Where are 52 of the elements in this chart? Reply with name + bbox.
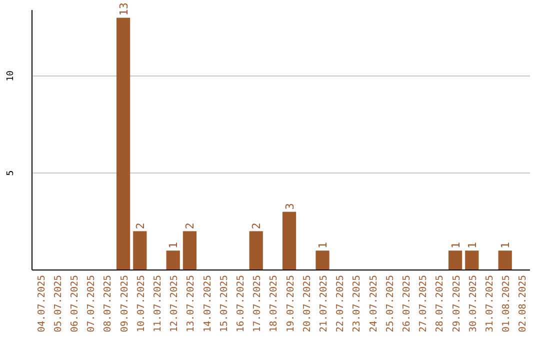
x-tick-label: 29.07.2025 — [451, 275, 462, 332]
data-label: 1 — [499, 242, 512, 249]
x-tick-label: 12.07.2025 — [169, 275, 180, 332]
y-tick-label: 5 — [6, 170, 16, 176]
x-tick-label: 30.07.2025 — [468, 275, 479, 332]
x-tick-label: 08.07.2025 — [102, 275, 114, 332]
x-tick-label: 17.07.2025 — [252, 275, 264, 332]
x-tick-label: 13.07.2025 — [186, 275, 197, 332]
bar — [166, 250, 180, 270]
x-tick-label: 05.07.2025 — [52, 275, 64, 332]
x-tick-label: 06.07.2025 — [70, 275, 80, 332]
x-tick-label: 11.07.2025 — [152, 275, 164, 332]
x-tick-label: 24.07.2025 — [368, 275, 380, 332]
data-label: 2 — [134, 222, 147, 230]
bar — [249, 231, 263, 270]
data-label: 1 — [167, 242, 180, 249]
x-tick-label: 04.07.2025 — [36, 275, 48, 332]
data-label: 1 — [466, 242, 479, 249]
x-tick-label: 19.07.2025 — [285, 275, 296, 332]
data-label: 2 — [184, 222, 197, 230]
x-tick-label: 01.08.2025 — [501, 275, 512, 332]
x-tick-label: 27.07.2025 — [418, 275, 430, 332]
x-tick-label: 10.07.2025 — [136, 275, 147, 332]
x-tick-label: 18.07.2025 — [268, 275, 280, 332]
data-label: 1 — [316, 242, 330, 249]
bar — [448, 250, 462, 270]
x-tick-label: 23.07.2025 — [352, 275, 363, 332]
x-tick-label: 22.07.2025 — [335, 275, 346, 332]
x-tick-label: 02.08.2025 — [518, 275, 529, 332]
x-tick-label: 15.07.2025 — [218, 275, 230, 332]
bar — [282, 212, 296, 270]
x-tick-label: 25.07.2025 — [384, 275, 396, 332]
bar — [182, 231, 197, 270]
bar — [316, 250, 330, 270]
x-tick-label: 28.07.2025 — [434, 275, 446, 332]
x-tick-label: 09.07.2025 — [119, 275, 130, 332]
x-tick-label: 07.07.2025 — [86, 275, 98, 332]
x-tick-label: 31.07.2025 — [484, 275, 496, 332]
data-label: 3 — [283, 203, 296, 210]
data-label: 2 — [250, 222, 264, 230]
bar — [133, 231, 147, 270]
bar — [498, 250, 512, 270]
x-tick-label: 21.07.2025 — [318, 275, 330, 332]
x-tick-label: 14.07.2025 — [202, 275, 214, 332]
x-tick-label: 26.07.2025 — [402, 275, 412, 332]
data-label: 13 — [117, 2, 130, 16]
data-label: 1 — [449, 242, 462, 249]
y-tick-label: 10 — [6, 70, 16, 82]
x-tick-label: 16.07.2025 — [236, 275, 246, 332]
x-tick-label: 20.07.2025 — [302, 275, 313, 332]
bar — [116, 18, 130, 270]
bar — [465, 250, 479, 270]
